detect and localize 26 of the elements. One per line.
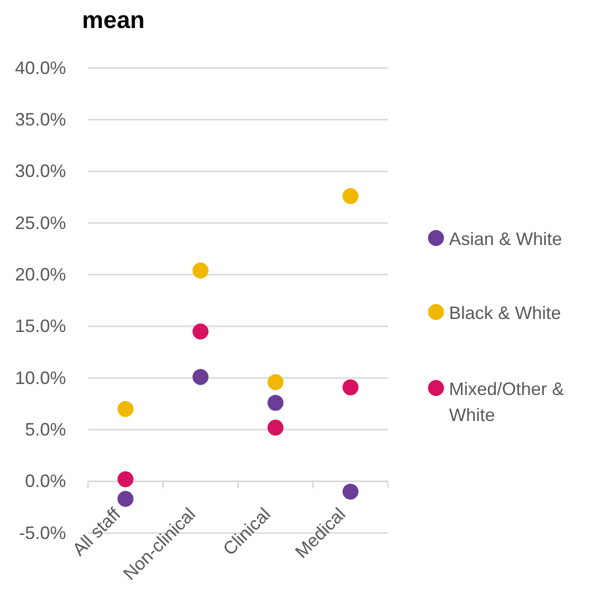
chart-title: mean bbox=[82, 7, 145, 34]
point bbox=[192, 262, 208, 278]
point bbox=[118, 401, 134, 417]
point bbox=[118, 490, 134, 507]
legend-label: Asian & White bbox=[449, 229, 562, 249]
y-tick-label: -5.0% bbox=[18, 522, 66, 543]
point bbox=[192, 324, 208, 340]
y-tick-label: 5.0% bbox=[24, 419, 66, 440]
y-tick-label: 25.0% bbox=[14, 212, 66, 233]
point bbox=[268, 394, 284, 411]
y-tick-label: 35.0% bbox=[14, 109, 66, 130]
point bbox=[342, 379, 358, 396]
point bbox=[342, 188, 358, 204]
legend-label: Black & White bbox=[449, 303, 562, 323]
y-tick-label: 15.0% bbox=[14, 316, 66, 336]
point bbox=[268, 420, 284, 436]
y-tick-label: 40.0% bbox=[14, 58, 66, 78]
y-tick-label: 30.0% bbox=[14, 161, 66, 182]
point bbox=[342, 484, 358, 500]
point bbox=[118, 471, 134, 488]
point bbox=[192, 369, 208, 385]
y-tick-label: 10.0% bbox=[14, 368, 66, 388]
y-tick-label: 0.0% bbox=[24, 471, 66, 492]
point bbox=[268, 374, 284, 390]
y-tick-label: 20.0% bbox=[14, 264, 66, 284]
legend-label: Mixed/Other & White bbox=[449, 379, 564, 425]
